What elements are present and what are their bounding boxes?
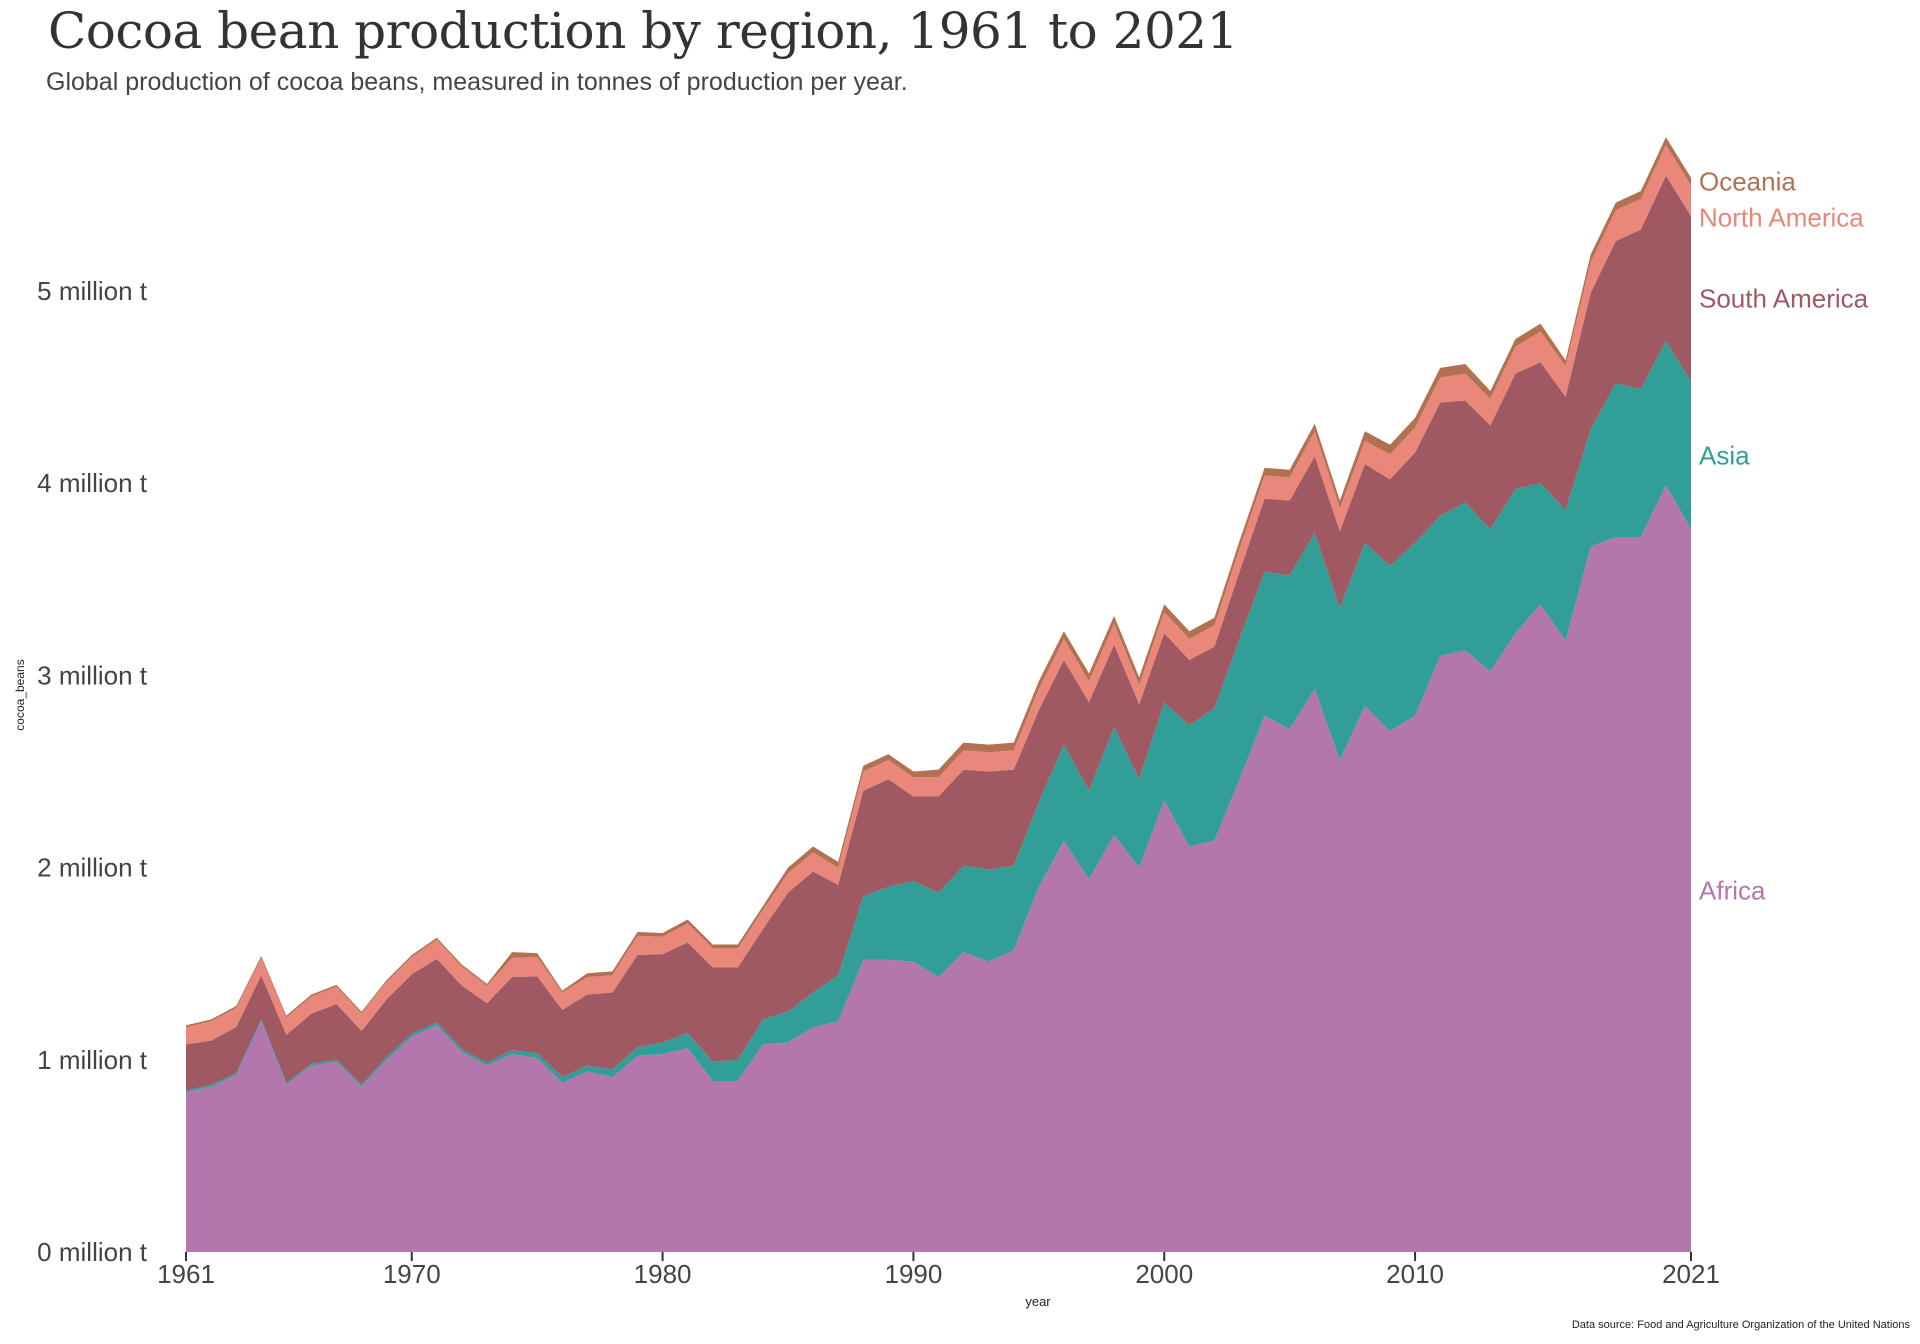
series-label-north-america: North America (1699, 202, 1864, 232)
y-axis-ticks: 0 million t 1 million t 2 million t 3 milli… (37, 276, 148, 1267)
area-layers (186, 137, 1691, 1252)
area-africa (186, 485, 1691, 1252)
series-labels: Africa Asia South America North America Ocea… (1699, 166, 1869, 905)
y-tick-label: 3 million t (37, 660, 148, 690)
area-asia (186, 340, 1691, 1093)
x-tick-label: 2021 (1662, 1259, 1720, 1289)
data-source-note: Data source: Food and Agriculture Organi… (1571, 1319, 1910, 1331)
series-label-south-america: South America (1699, 284, 1869, 314)
y-tick-label: 5 million t (37, 276, 148, 306)
x-tick-label: 1980 (634, 1259, 692, 1289)
x-tick-label: 2000 (1135, 1259, 1193, 1289)
chart-title: Cocoa bean production by region, 1961 to… (48, 2, 1238, 60)
chart-subtitle: Global production of cocoa beans, measur… (46, 68, 908, 96)
x-axis-ticks: 1961 1970 1980 1990 2000 2010 2021 (157, 1252, 1720, 1289)
x-axis-label: year (1025, 1294, 1051, 1309)
x-tick-label: 1970 (383, 1259, 441, 1289)
y-tick-label: 1 million t (37, 1045, 148, 1075)
series-label-africa: Africa (1699, 876, 1766, 906)
x-tick-label: 1961 (157, 1259, 215, 1289)
series-label-asia: Asia (1699, 440, 1750, 470)
x-tick-label: 2010 (1386, 1259, 1444, 1289)
y-tick-label: 0 million t (37, 1237, 148, 1267)
y-axis-label: cocoa_beans (13, 659, 27, 730)
series-label-oceania: Oceania (1699, 166, 1796, 196)
x-tick-label: 1990 (884, 1259, 942, 1289)
y-tick-label: 2 million t (37, 853, 148, 883)
y-tick-label: 4 million t (37, 468, 148, 498)
